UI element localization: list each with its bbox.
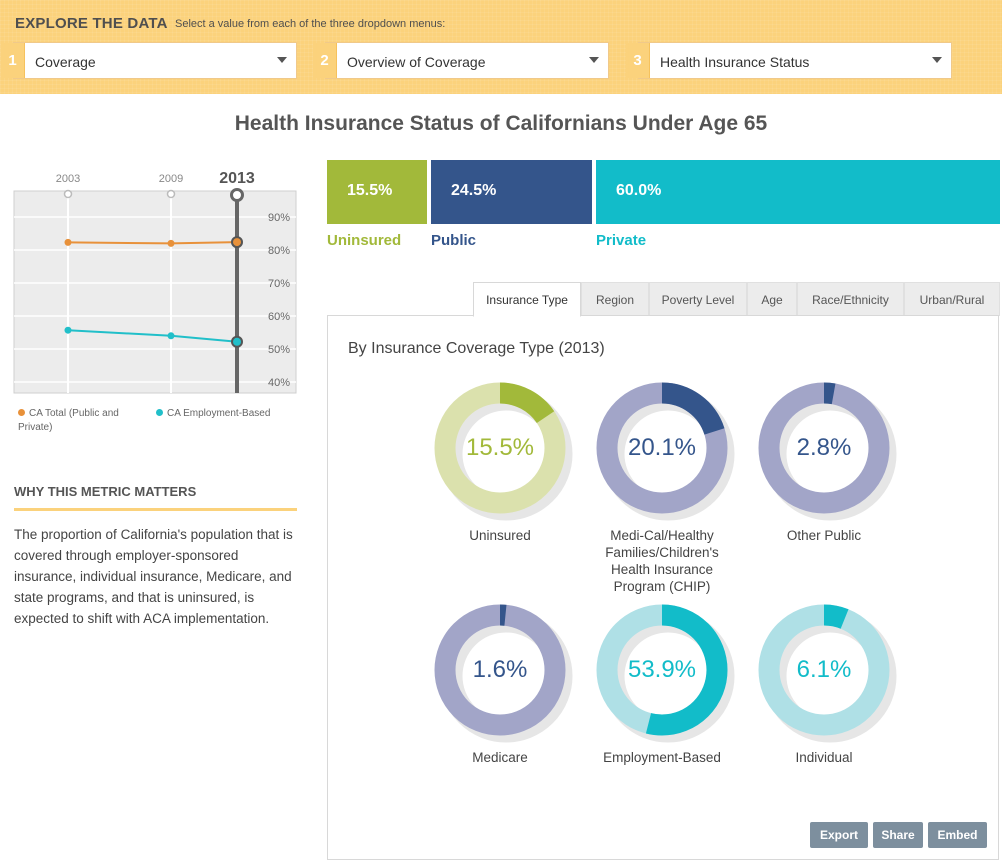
donut-label: Individual xyxy=(795,750,853,765)
y-tick-label: 90% xyxy=(268,212,290,224)
legend-dot-icon xyxy=(18,409,25,416)
x-tick-label: 2013 xyxy=(219,170,255,187)
why-text: The proportion of California's populatio… xyxy=(14,527,293,626)
explore-title: EXPLORE THE DATA xyxy=(15,15,168,32)
donut-label: Medi-Cal/Healthy Families/Children's Hea… xyxy=(605,528,719,594)
donut-svg xyxy=(758,604,897,743)
dropdown-number: 1 xyxy=(1,43,25,78)
y-tick-label: 60% xyxy=(268,311,290,323)
data-point xyxy=(64,326,72,334)
summary-label-private: Private xyxy=(596,232,647,249)
plot-background xyxy=(13,190,297,394)
donut-value: 6.1% xyxy=(796,656,852,683)
donut-svg xyxy=(596,382,735,521)
legend-dot-icon xyxy=(156,409,163,416)
donut-slice xyxy=(596,382,728,514)
summary-segment-public[interactable]: 24.5% xyxy=(431,160,592,224)
tab-age[interactable]: Age xyxy=(747,282,797,316)
chevron-down-icon xyxy=(589,57,599,63)
summary-value: 15.5% xyxy=(347,182,393,199)
donut-label: Uninsured xyxy=(469,528,531,543)
page-title: Health Insurance Status of Californians … xyxy=(234,112,768,135)
donut-value: 20.1% xyxy=(627,434,697,461)
dropdown-number: 2 xyxy=(313,43,337,78)
donut-panel: By Insurance Coverage Type (2013) Export… xyxy=(327,315,999,860)
tab-insurance-type[interactable]: Insurance Type xyxy=(473,282,581,317)
donut-chart[interactable]: 15.5% xyxy=(434,382,574,522)
year-marker xyxy=(166,189,176,199)
tab-urban-rural[interactable]: Urban/Rural xyxy=(904,282,1000,316)
dropdown-subtopic[interactable]: 2 Overview of Coverage xyxy=(313,42,609,79)
donut-value: 53.9% xyxy=(627,656,697,683)
donut-chart[interactable]: 53.9% xyxy=(596,604,736,744)
tab-region[interactable]: Region xyxy=(581,282,649,316)
chevron-down-icon xyxy=(277,57,287,63)
data-point xyxy=(167,332,175,340)
explore-bar: EXPLORE THE DATA Select a value from eac… xyxy=(0,0,1002,94)
data-point xyxy=(231,236,243,249)
trend-line-chart[interactable]: 2003 2009 2013 90% 80% 70% 60% 50% 40% xyxy=(0,160,310,410)
donut-chart[interactable]: 2.8% xyxy=(758,382,898,522)
summary-label-uninsured: Uninsured xyxy=(327,232,402,249)
legend-item-employment: CA Employment-Based xyxy=(156,407,306,421)
y-tick-label: 50% xyxy=(268,344,290,356)
donut-chart[interactable]: 6.1% xyxy=(758,604,898,744)
donut-svg xyxy=(434,382,573,521)
legend-item-ca-total: CA Total (Public and Private) xyxy=(18,407,150,435)
donut-label: Other Public xyxy=(786,528,862,543)
donut-chart[interactable]: 20.1% xyxy=(596,382,736,522)
donut-chart[interactable]: 1.6% xyxy=(434,604,574,744)
dropdown-value: Health Insurance Status xyxy=(660,54,810,70)
donut-svg xyxy=(434,604,573,743)
export-button[interactable]: Export xyxy=(810,822,868,848)
donut-label: Employment-Based xyxy=(603,750,721,765)
summary-segment-uninsured[interactable]: 15.5% xyxy=(327,160,427,224)
tab-poverty-level[interactable]: Poverty Level xyxy=(649,282,747,316)
dropdown-value: Coverage xyxy=(35,54,96,70)
donut-slice xyxy=(758,604,890,736)
summary-segment-private[interactable]: 60.0% xyxy=(596,160,1000,224)
x-tick-label: 2003 xyxy=(56,173,80,185)
legend-label: CA Total (Public and Private) xyxy=(18,408,119,433)
donut-value: 1.6% xyxy=(472,656,528,683)
donut-slice xyxy=(434,604,566,736)
dropdown-number: 3 xyxy=(626,43,650,78)
donut-slice xyxy=(596,604,728,736)
share-button[interactable]: Share xyxy=(873,822,923,848)
legend-label: CA Employment-Based xyxy=(167,408,271,419)
donut-label: Medicare xyxy=(472,750,528,765)
chevron-down-icon xyxy=(932,57,942,63)
donut-slice xyxy=(758,382,890,514)
donut-slice xyxy=(434,382,566,514)
donut-value: 15.5% xyxy=(465,434,535,461)
year-marker xyxy=(63,189,73,199)
dropdown-metric[interactable]: 3 Health Insurance Status xyxy=(626,42,952,79)
donut-svg xyxy=(596,604,735,743)
dropdown-topic[interactable]: 1 Coverage xyxy=(1,42,297,79)
y-tick-label: 40% xyxy=(268,377,290,389)
explore-hint: Select a value from each of the three dr… xyxy=(175,18,446,30)
tab-race-ethnicity[interactable]: Race/Ethnicity xyxy=(797,282,904,316)
x-tick-label: 2009 xyxy=(159,173,183,185)
series-line xyxy=(67,241,238,245)
data-point xyxy=(231,335,243,348)
summary-value: 60.0% xyxy=(616,182,662,199)
y-tick-label: 80% xyxy=(268,245,290,257)
data-point xyxy=(64,238,72,246)
why-heading: WHY THIS METRIC MATTERS xyxy=(14,484,297,511)
embed-button[interactable]: Embed xyxy=(928,822,987,848)
selected-year-handle xyxy=(230,188,244,202)
donut-svg xyxy=(758,382,897,521)
summary-value: 24.5% xyxy=(451,182,497,199)
panel-title: By Insurance Coverage Type (2013) xyxy=(348,340,605,357)
y-tick-label: 70% xyxy=(268,278,290,290)
dropdown-value: Overview of Coverage xyxy=(347,54,486,70)
data-point xyxy=(167,239,175,247)
summary-label-public: Public xyxy=(431,232,477,249)
donut-value: 2.8% xyxy=(796,434,852,461)
